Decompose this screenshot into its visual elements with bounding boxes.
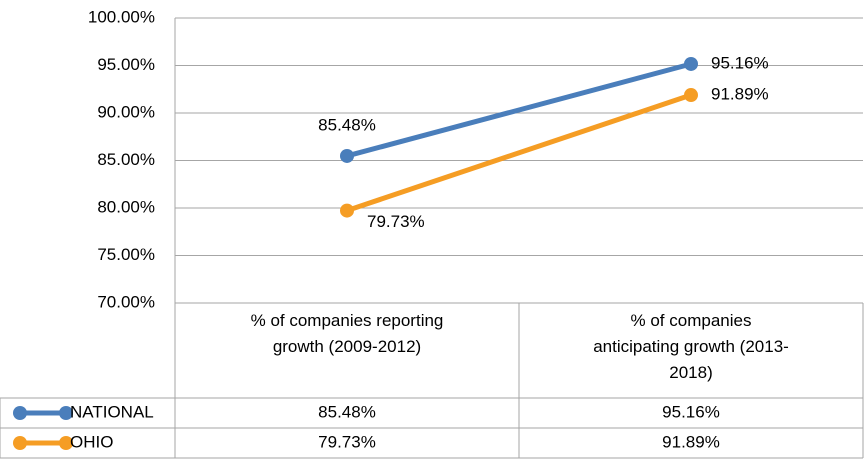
legend-label: OHIO — [70, 432, 113, 451]
series-line — [346, 61, 692, 159]
marker — [340, 148, 354, 163]
legend-key-marker — [59, 436, 73, 450]
y-tick-label: 95.00% — [97, 55, 155, 74]
marker — [684, 56, 698, 71]
y-tick-label: 80.00% — [97, 197, 155, 216]
y-tick-label: 90.00% — [97, 102, 155, 121]
x-tick-label: % of companies reporting growth (2009-20… — [250, 311, 444, 356]
table-cell: 95.16% — [662, 402, 720, 421]
data-label: 95.16% — [711, 53, 769, 72]
legend-key-marker — [13, 436, 27, 450]
table-cell: 85.48% — [318, 402, 376, 421]
data-label: 91.89% — [711, 85, 769, 104]
legend-label: NATIONAL — [70, 402, 154, 421]
y-tick-label: 85.00% — [97, 150, 155, 169]
y-tick-label: 75.00% — [97, 245, 155, 264]
series-line — [346, 92, 692, 213]
y-tick-label: 100.00% — [88, 7, 155, 26]
legend-key-marker — [13, 406, 27, 420]
legend-key-marker — [59, 406, 73, 420]
marker — [340, 203, 354, 218]
table-cell: 91.89% — [662, 432, 720, 451]
y-tick-label: 70.00% — [97, 292, 155, 311]
marker — [684, 88, 698, 103]
data-label: 79.73% — [367, 212, 425, 231]
x-tick-label: % of companies anticipating growth (2013… — [593, 311, 789, 382]
table-cell: 79.73% — [318, 432, 376, 451]
data-label: 85.48% — [318, 115, 376, 134]
